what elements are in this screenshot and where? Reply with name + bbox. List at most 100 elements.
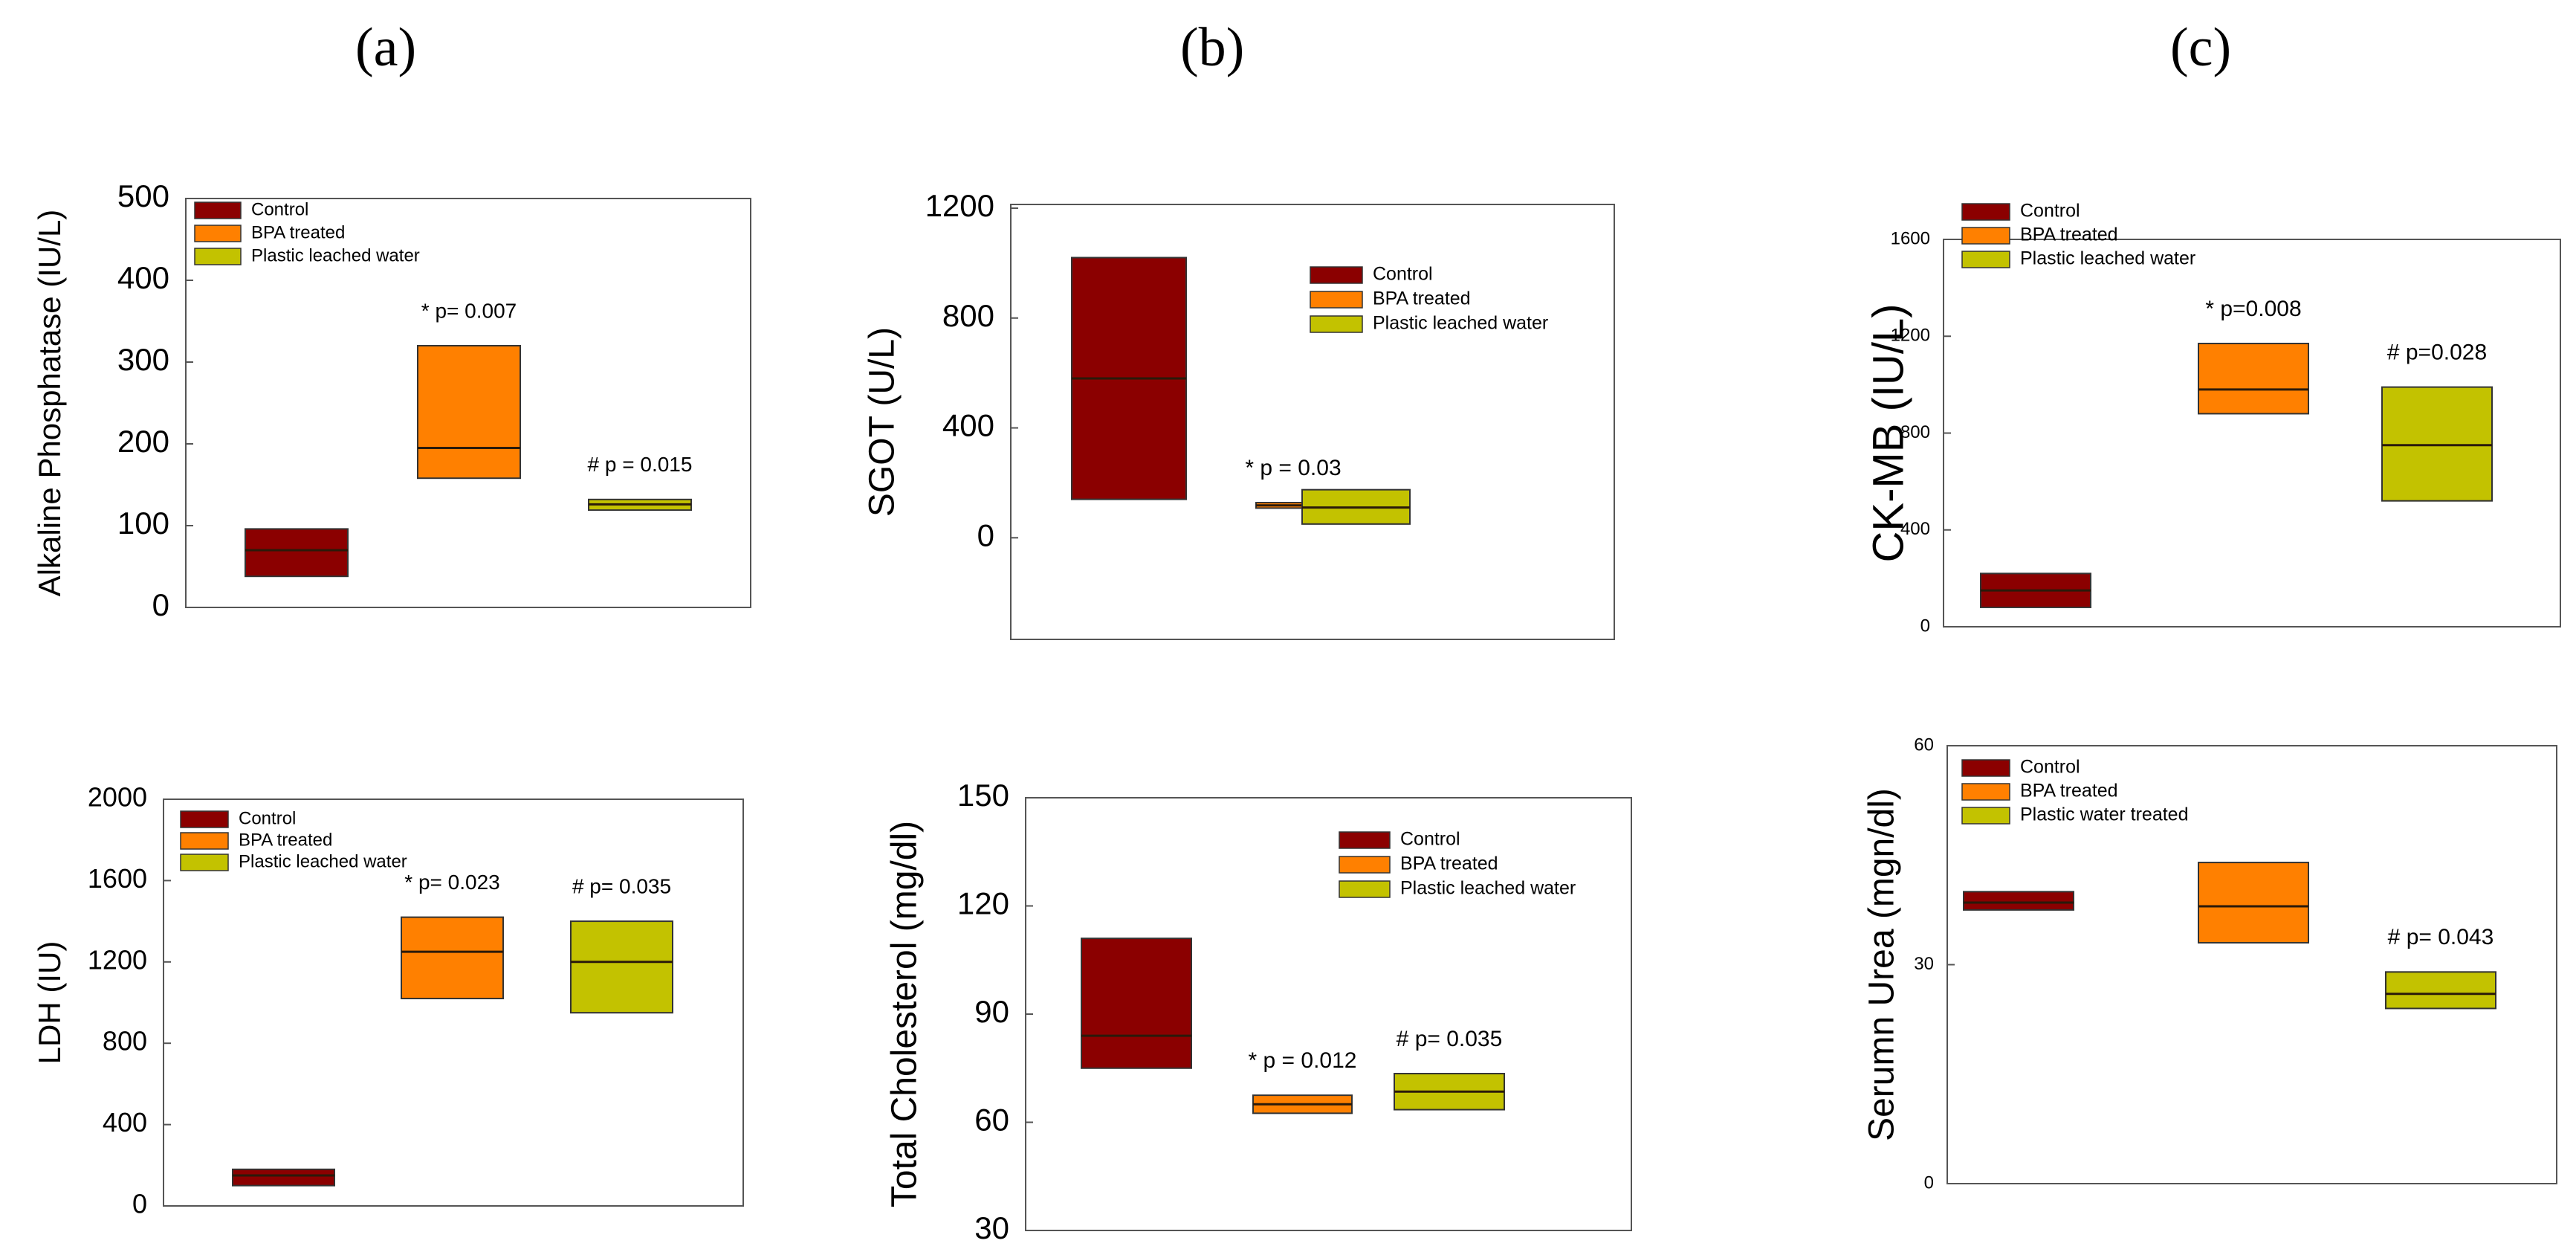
- y-tick-label: 0: [132, 1189, 147, 1219]
- y-axis-label: Total Cholesterol (mg/dl): [885, 821, 925, 1207]
- legend-swatch: [180, 854, 229, 871]
- box-bpa-treated: [401, 916, 504, 1000]
- legend-swatch: [194, 225, 242, 242]
- y-tick-label: 1600: [1891, 228, 1930, 248]
- box-control: [1963, 891, 2074, 911]
- legend-swatch: [1961, 251, 2010, 268]
- plot-frame: [163, 799, 744, 1207]
- legend-swatch: [1339, 880, 1391, 898]
- y-tick-label: 1200: [925, 188, 994, 223]
- y-tick-label: 150: [957, 778, 1009, 813]
- p-value-label: # p = 0.015: [588, 453, 693, 476]
- legend: Control BPA treated Plastic water treated: [1961, 757, 2189, 825]
- y-tick-label: 0: [152, 587, 169, 622]
- chart-chol: 30 60 90 120 150 Total Cholesterol (mg/dl) * p…: [885, 778, 1632, 1245]
- y-tick-label: 400: [942, 408, 994, 443]
- y-tick-label: 30: [974, 1210, 1009, 1245]
- legend-label: BPA treated: [239, 830, 332, 850]
- box-bpa-treated: [2198, 343, 2309, 415]
- box-control: [232, 1168, 335, 1187]
- legend-swatch: [180, 832, 229, 850]
- p-value-label: # p= 0.035: [572, 874, 671, 897]
- y-axis-label: Alkaline Phosphatase (IU/L): [32, 210, 67, 597]
- chart-ckmb: 0 400 800 1200 1600 CK-MB (IU/L) * p=0.008 # p=…: [1864, 201, 2561, 636]
- box-plastic-leached-water: [2381, 386, 2493, 502]
- legend-label: Plastic water treated: [2020, 804, 2189, 825]
- legend-swatch: [1339, 831, 1391, 849]
- y-axis-label: LDH (IU): [32, 941, 67, 1065]
- y-tick-label: 800: [103, 1026, 147, 1056]
- legend: Control BPA treated Plastic leached water: [1961, 201, 2195, 269]
- legend-swatch: [1310, 266, 1363, 284]
- p-value-label: * p = 0.03: [1245, 456, 1341, 480]
- y-tick-label: 30: [1914, 954, 1934, 974]
- box-plastic-leached-water: [570, 920, 673, 1014]
- legend-swatch: [1310, 315, 1363, 333]
- legend-swatch: [194, 248, 242, 265]
- y-tick-label: 1200: [1891, 326, 1930, 346]
- y-tick-label: 60: [1914, 735, 1934, 755]
- legend-label: BPA treated: [2020, 225, 2118, 245]
- p-value-label: # p=0.028: [2387, 341, 2487, 365]
- plot-frame: [1010, 204, 1615, 640]
- y-tick-label: 1200: [88, 944, 147, 975]
- legend-swatch: [1961, 783, 2010, 801]
- legend-swatch: [1310, 291, 1363, 309]
- legend-swatch: [1961, 807, 2010, 825]
- chart-ldh: 0 400 800 1200 1600 2000 LDH (IU) * p= 0.023 # p…: [32, 782, 744, 1219]
- column-label-c: (c): [2170, 17, 2232, 78]
- y-tick-label: 1600: [88, 863, 147, 894]
- box-control: [1081, 938, 1192, 1069]
- y-tick-label: 800: [942, 298, 994, 333]
- y-tick-label: 200: [117, 424, 169, 459]
- legend-swatch: [1339, 856, 1391, 874]
- y-tick-label: 400: [103, 1107, 147, 1138]
- p-value-label: # p= 0.035: [1397, 1027, 1503, 1051]
- legend-label: Control: [239, 808, 296, 828]
- y-tick-label: 120: [957, 886, 1009, 921]
- legend-label: Plastic leached water: [1400, 878, 1576, 899]
- y-tick-label: 0: [977, 517, 994, 552]
- legend-label: Plastic leached water: [251, 245, 420, 265]
- y-axis-label: CK-MB (IU/L): [1864, 304, 1912, 563]
- legend-label: BPA treated: [1400, 854, 1498, 874]
- legend-label: Plastic leached water: [2020, 248, 2195, 269]
- y-tick-label: 90: [974, 994, 1009, 1029]
- legend-label: Control: [2020, 757, 2080, 778]
- plot-frame: [185, 198, 751, 608]
- y-tick-label: 500: [117, 178, 169, 213]
- legend-label: Plastic leached water: [1373, 313, 1548, 334]
- y-tick-label: 400: [117, 260, 169, 295]
- legend-swatch: [1961, 203, 2010, 221]
- y-axis-label: Serumn Urea (mgn/dl): [1863, 788, 1902, 1141]
- chart-sgot: 0 400 800 1200 SGOT (U/L) * p = 0.03 Control BP…: [863, 188, 1615, 640]
- legend-swatch: [194, 201, 242, 219]
- y-axis-label: SGOT (U/L): [863, 327, 902, 517]
- y-tick-label: 400: [1900, 519, 1930, 539]
- legend-swatch: [1961, 227, 2010, 245]
- p-value-label: * p=0.008: [2205, 297, 2301, 321]
- box-plastic-water-treated: [2385, 971, 2496, 1010]
- legend-label: Control: [1373, 264, 1433, 285]
- y-tick-label: 0: [1924, 1172, 1934, 1193]
- column-label-b: (b): [1180, 17, 1245, 78]
- legend-label: Control: [2020, 201, 2080, 222]
- legend-label: BPA treated: [1373, 288, 1471, 309]
- y-tick-label: 100: [117, 506, 169, 541]
- p-value-label: # p= 0.043: [2388, 925, 2494, 949]
- box-bpa-treated: [2198, 862, 2309, 944]
- legend-label: BPA treated: [2020, 781, 2118, 801]
- legend-label: Control: [251, 199, 308, 219]
- box-bpa-treated: [417, 345, 521, 480]
- y-tick-label: 300: [117, 342, 169, 377]
- p-value-label: * p= 0.007: [421, 299, 517, 322]
- p-value-label: * p= 0.023: [404, 871, 499, 894]
- box-control: [245, 528, 349, 578]
- legend-label: Control: [1400, 829, 1460, 850]
- legend-label: BPA treated: [251, 222, 345, 242]
- p-value-label: * p = 0.012: [1249, 1048, 1357, 1073]
- column-label-a: (a): [355, 17, 417, 78]
